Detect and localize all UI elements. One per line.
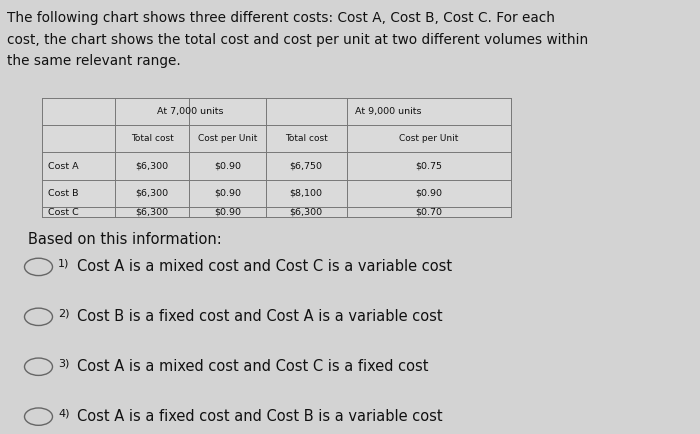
Text: 3): 3): [58, 358, 69, 368]
Text: 4): 4): [58, 408, 69, 418]
Text: Based on this information:: Based on this information:: [28, 232, 222, 247]
Text: 2): 2): [58, 308, 69, 319]
Text: Cost per Unit: Cost per Unit: [198, 134, 257, 143]
Text: $0.90: $0.90: [214, 207, 241, 217]
Text: $6,300: $6,300: [136, 207, 169, 217]
Text: $0.90: $0.90: [214, 161, 241, 171]
Text: Cost per Unit: Cost per Unit: [399, 134, 458, 143]
Text: Cost B: Cost B: [48, 189, 78, 198]
Text: $6,300: $6,300: [290, 207, 323, 217]
Text: Cost A is a mixed cost and Cost C is a variable cost: Cost A is a mixed cost and Cost C is a v…: [77, 260, 452, 274]
Text: Cost B is a fixed cost and Cost A is a variable cost: Cost B is a fixed cost and Cost A is a v…: [77, 309, 442, 324]
Text: Cost A is a fixed cost and Cost B is a variable cost: Cost A is a fixed cost and Cost B is a v…: [77, 409, 442, 424]
Text: $8,100: $8,100: [290, 189, 323, 198]
Text: the same relevant range.: the same relevant range.: [7, 54, 181, 68]
Text: cost, the chart shows the total cost and cost per unit at two different volumes : cost, the chart shows the total cost and…: [7, 33, 588, 46]
Text: $0.75: $0.75: [415, 161, 442, 171]
Text: The following chart shows three different costs: Cost A, Cost B, Cost C. For eac: The following chart shows three differen…: [7, 11, 555, 25]
Text: $6,300: $6,300: [136, 189, 169, 198]
Text: Total cost: Total cost: [285, 134, 328, 143]
Text: $0.70: $0.70: [415, 207, 442, 217]
Text: Cost C: Cost C: [48, 207, 78, 217]
Text: At 7,000 units: At 7,000 units: [158, 107, 224, 116]
Text: Total cost: Total cost: [131, 134, 174, 143]
Text: Cost A is a mixed cost and Cost C is a fixed cost: Cost A is a mixed cost and Cost C is a f…: [77, 359, 428, 374]
Text: $0.90: $0.90: [214, 189, 241, 198]
Text: $6,750: $6,750: [290, 161, 323, 171]
Text: 1): 1): [58, 258, 69, 269]
Text: Cost A: Cost A: [48, 161, 78, 171]
Text: At 9,000 units: At 9,000 units: [355, 107, 421, 116]
Text: $0.90: $0.90: [415, 189, 442, 198]
Text: $6,300: $6,300: [136, 161, 169, 171]
